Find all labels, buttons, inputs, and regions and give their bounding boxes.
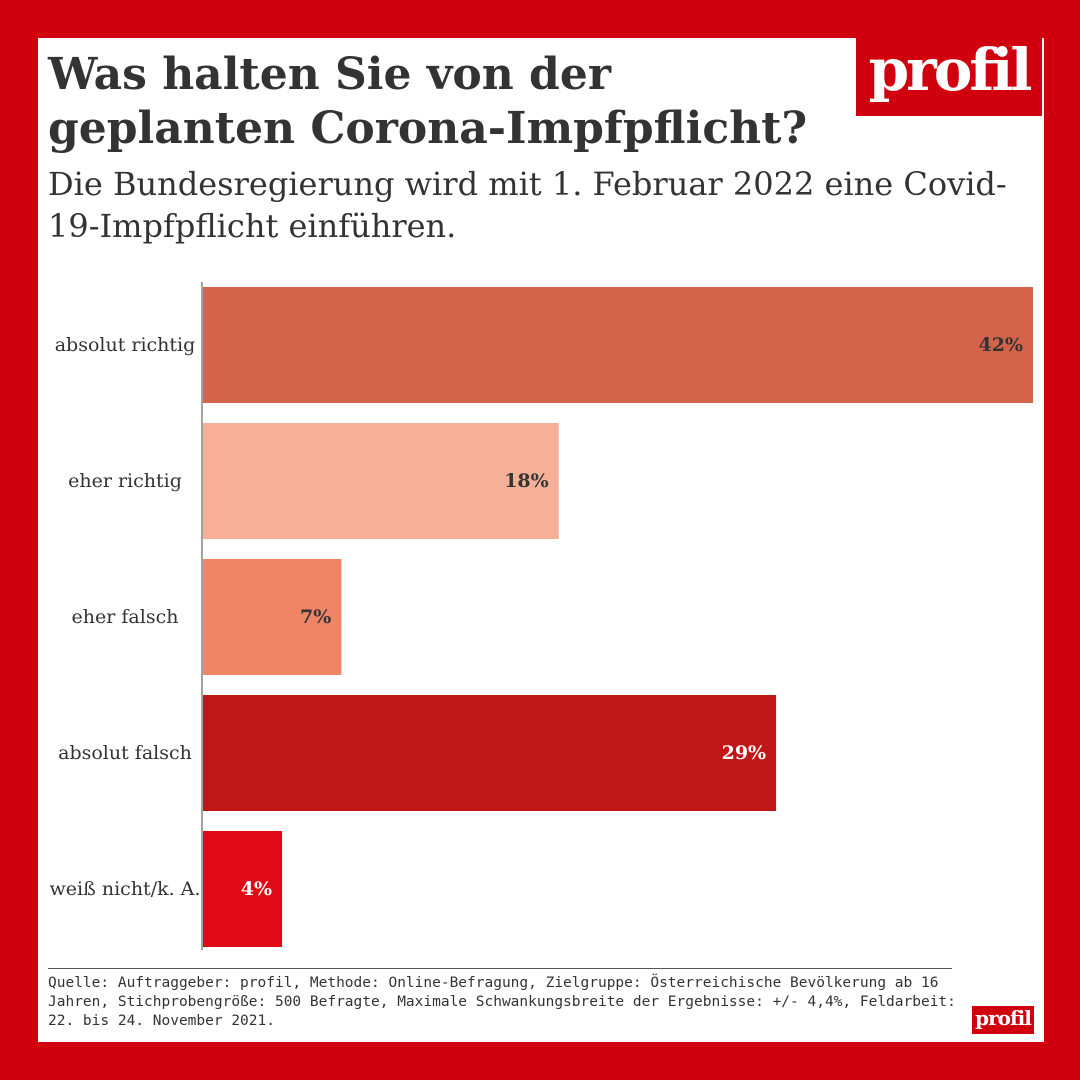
- profil-logo: profil: [856, 36, 1042, 116]
- bar-eher-falsch: [203, 559, 342, 675]
- category-label-wei-nicht-k-a: weiß nicht/k. A.: [50, 878, 201, 900]
- value-label-eher-falsch: 7%: [300, 606, 331, 628]
- bar-wei-nicht-k-a: [203, 831, 283, 947]
- value-label-eher-richtig: 18%: [504, 470, 549, 492]
- value-label-absolut-falsch: 29%: [722, 742, 767, 764]
- category-label-absolut-falsch: absolut falsch: [58, 742, 192, 764]
- category-label-eher-richtig: eher richtig: [68, 470, 182, 492]
- profil-logo-small: profil: [972, 1006, 1034, 1034]
- bar-absolut-richtig: [203, 287, 1033, 403]
- source-note: Quelle: Auftraggeber: profil, Methode: O…: [48, 975, 956, 1029]
- chart-title: Was halten Sie von der geplanten Corona-…: [48, 49, 808, 154]
- category-label-absolut-richtig: absolut richtig: [55, 334, 196, 356]
- category-label-eher-falsch: eher falsch: [72, 606, 179, 628]
- bar-eher-richtig: [203, 423, 559, 539]
- value-label-absolut-richtig: 42%: [979, 334, 1024, 356]
- value-label-wei-nicht-k-a: 4%: [241, 878, 272, 900]
- footer-divider: [48, 968, 952, 969]
- chart-subtitle: Die Bundesregierung wird mit 1. Februar …: [48, 165, 1007, 245]
- bar-absolut-falsch: [203, 695, 777, 811]
